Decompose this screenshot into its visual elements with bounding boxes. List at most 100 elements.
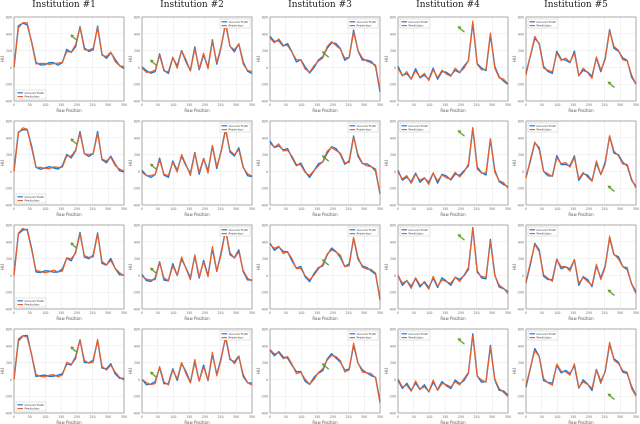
ground-truth-line [13, 334, 124, 379]
x-tick-label: 50 [28, 415, 32, 419]
y-tick-label: 400 [262, 136, 268, 140]
legend-label-prediction: Prediction [357, 336, 372, 340]
x-axis-label: Raw Position [568, 420, 594, 424]
legend-label-ground-truth: Ground Truth [357, 20, 377, 24]
subplot-r2-c1: -400 -200 0 200 400 600 0 50 100 150 200 250 300 350 R… [0, 120, 127, 218]
y-axis-label: HU [256, 264, 261, 270]
x-tick-label: 350 [377, 103, 383, 107]
legend-box [347, 122, 379, 133]
subplot-r4-c2: -400 -200 0 200 400 600 0 50 100 150 200 250 300 350 R… [128, 328, 255, 424]
highlight-arrow-head [457, 130, 462, 134]
y-tick-label: -200 [5, 291, 12, 295]
ground-truth-line [397, 227, 509, 293]
legend-label-prediction: Prediction [25, 303, 40, 307]
x-tick-label: 200 [202, 311, 208, 315]
x-axis-label: Raw Position [312, 316, 338, 321]
x-tick-label: 150 [58, 207, 64, 211]
axes-frame [525, 120, 637, 206]
legend-label-ground-truth: Ground Truth [537, 124, 557, 128]
y-tick-label: 200 [6, 361, 12, 365]
x-tick-label: 0 [397, 103, 399, 107]
x-tick-label: 150 [570, 415, 576, 419]
legend-box [527, 18, 559, 29]
highlight-arrow-head [149, 59, 154, 64]
x-tick-label: 0 [13, 415, 15, 419]
y-tick-label: -200 [389, 291, 396, 295]
x-tick-label: 250 [218, 311, 224, 315]
y-tick-label: -400 [261, 308, 268, 312]
y-tick-label: 0 [394, 378, 396, 382]
highlight-arrow-head [149, 163, 154, 168]
ground-truth-line [397, 127, 509, 188]
x-tick-label: 0 [525, 311, 527, 315]
y-tick-label: -400 [389, 204, 396, 208]
x-tick-label: 50 [412, 311, 416, 315]
y-tick-label: 600 [518, 120, 524, 124]
ground-truth-line [269, 29, 381, 92]
x-tick-label: 300 [617, 103, 623, 107]
subplot-r4-c1: -400 -200 0 200 400 600 0 50 100 150 200 250 300 350 R… [0, 328, 127, 424]
y-tick-label: 200 [6, 257, 12, 261]
column-title-4: Institution #4 [416, 0, 480, 10]
axes-frame [397, 328, 509, 414]
y-tick-label: -200 [5, 187, 12, 191]
x-tick-label: 0 [141, 415, 143, 419]
subplot-r1-c4: -400 -200 0 200 400 600 0 50 100 150 200 250 300 350 R… [384, 16, 511, 114]
y-tick-label: -200 [517, 291, 524, 295]
prediction-line [525, 135, 637, 189]
y-tick-label: -200 [261, 291, 268, 295]
prediction-line [13, 335, 125, 381]
y-tick-label: -400 [5, 308, 12, 312]
y-tick-label: 200 [518, 49, 524, 53]
y-tick-label: 400 [390, 136, 396, 140]
y-axis-label: HU [128, 160, 133, 166]
x-tick-label: 150 [58, 103, 64, 107]
y-tick-label: 400 [134, 240, 140, 244]
x-tick-label: 50 [156, 207, 160, 211]
highlight-arrow-head [321, 363, 326, 367]
subplot-r2-c3: -400 -200 0 200 400 600 0 50 100 150 200 250 300 350 R… [256, 120, 383, 218]
x-tick-label: 50 [28, 207, 32, 211]
y-tick-label: 600 [262, 16, 268, 20]
highlight-arrow-head [607, 81, 612, 86]
legend-label-prediction: Prediction [229, 336, 244, 340]
highlight-arrow-head [457, 26, 462, 30]
y-tick-label: 600 [390, 224, 396, 228]
x-tick-label: 0 [13, 207, 15, 211]
x-tick-label: 0 [397, 415, 399, 419]
legend-label-prediction: Prediction [537, 24, 552, 28]
x-tick-label: 100 [170, 103, 176, 107]
y-tick-label: 600 [518, 16, 524, 20]
x-tick-label: 350 [505, 207, 511, 211]
legend-label-prediction: Prediction [229, 128, 244, 132]
x-axis-label: Raw Position [56, 108, 82, 113]
x-axis-label: Raw Position [184, 316, 210, 321]
x-tick-label: 250 [474, 311, 480, 315]
x-tick-label: 200 [330, 311, 336, 315]
y-tick-label: 400 [390, 344, 396, 348]
x-tick-label: 200 [74, 103, 80, 107]
x-tick-label: 300 [489, 103, 495, 107]
y-tick-label: 400 [262, 32, 268, 36]
y-tick-label: 600 [390, 16, 396, 20]
y-tick-label: 200 [6, 153, 12, 157]
y-axis-label: HU [512, 160, 517, 166]
x-axis-label: Raw Position [56, 212, 82, 217]
highlight-arrow-head [149, 267, 154, 272]
x-tick-label: 250 [346, 103, 352, 107]
y-tick-label: 600 [262, 120, 268, 124]
highlight-arrow-head [607, 185, 612, 190]
x-tick-label: 0 [397, 311, 399, 315]
legend-box [347, 18, 379, 29]
y-tick-label: 0 [522, 66, 524, 70]
legend-box [219, 18, 251, 29]
x-tick-label: 350 [121, 415, 127, 419]
x-tick-label: 250 [218, 103, 224, 107]
x-tick-label: 200 [202, 415, 208, 419]
prediction-line [269, 342, 381, 404]
x-tick-label: 100 [554, 415, 560, 419]
y-tick-label: 600 [390, 328, 396, 332]
ground-truth-line [13, 22, 125, 70]
x-tick-label: 250 [602, 207, 608, 211]
x-tick-label: 150 [314, 311, 320, 315]
